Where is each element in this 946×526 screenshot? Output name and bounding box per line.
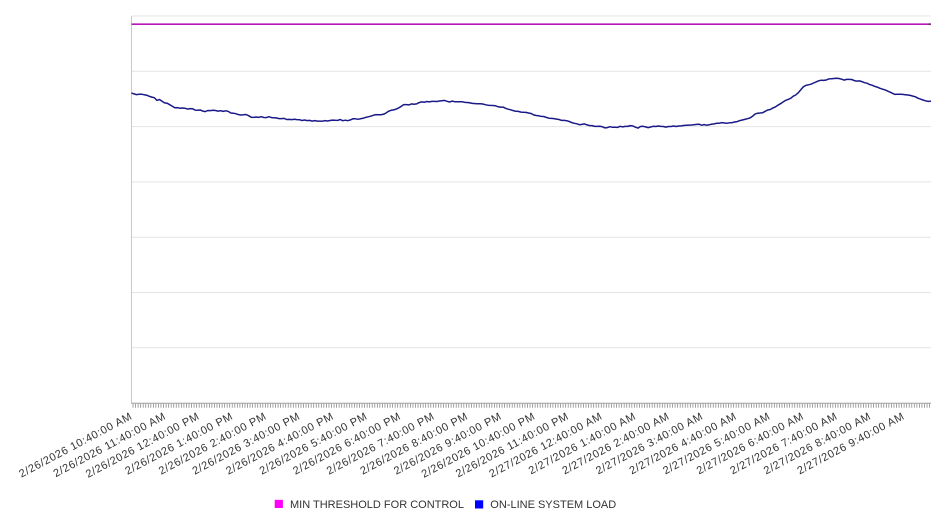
svg-text:ON-LINE SYSTEM LOAD: ON-LINE SYSTEM LOAD xyxy=(490,499,616,511)
svg-text:MIN THRESHOLD FOR CONTROL: MIN THRESHOLD FOR CONTROL xyxy=(290,499,464,511)
